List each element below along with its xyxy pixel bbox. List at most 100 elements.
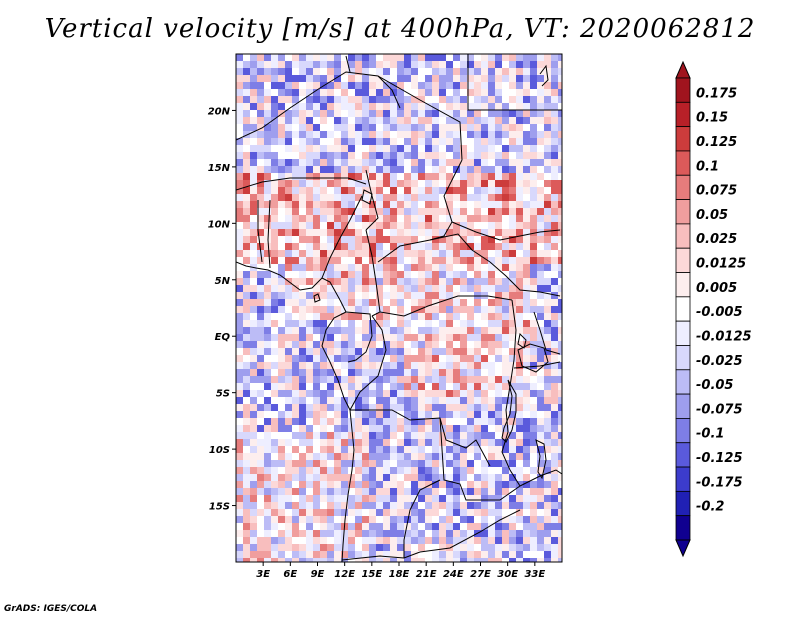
field-cell (439, 299, 447, 307)
field-cell (383, 236, 391, 244)
field-cell (404, 327, 412, 335)
field-cell (425, 194, 433, 202)
field-cell (502, 243, 510, 251)
field-cell (264, 215, 272, 223)
field-cell (411, 537, 419, 545)
field-cell (383, 243, 391, 251)
field-cell (257, 208, 265, 216)
field-cell (453, 61, 461, 69)
field-cell (544, 376, 552, 384)
field-cell (320, 194, 328, 202)
field-cell (551, 369, 559, 377)
field-cell (530, 320, 538, 328)
field-cell (257, 320, 265, 328)
field-cell (348, 530, 356, 538)
field-cell (460, 61, 468, 69)
field-cell (334, 173, 342, 181)
field-cell (383, 453, 391, 461)
field-cell (299, 544, 307, 552)
field-cell (278, 285, 286, 293)
field-cell (264, 110, 272, 118)
field-cell (355, 327, 363, 335)
field-cell (285, 551, 293, 559)
field-cell (390, 558, 398, 562)
field-cell (481, 313, 489, 321)
field-cell (257, 201, 265, 209)
field-cell (250, 432, 258, 440)
field-cell (257, 215, 265, 223)
field-cell (537, 558, 545, 562)
field-cell (362, 257, 370, 265)
field-cell (355, 320, 363, 328)
field-cell (523, 82, 531, 90)
longitude-axis: 3E 6E 9E 12E 15E 18E 21E 24E 27E 30E 33E (256, 562, 545, 580)
field-cell (397, 488, 405, 496)
field-cell (439, 68, 447, 76)
field-cell (439, 334, 447, 342)
field-cell (236, 474, 244, 482)
field-cell (334, 509, 342, 517)
field-cell (418, 537, 426, 545)
field-cell (383, 75, 391, 83)
field-cell (397, 187, 405, 195)
field-cell (474, 82, 482, 90)
field-cell (327, 229, 335, 237)
field-cell (383, 341, 391, 349)
field-cell (383, 558, 391, 562)
field-cell (264, 516, 272, 524)
field-cell (558, 124, 562, 132)
field-cell (278, 96, 286, 104)
field-cell (397, 138, 405, 146)
field-cell (488, 201, 496, 209)
field-cell (404, 355, 412, 363)
field-cell (334, 236, 342, 244)
field-cell (264, 404, 272, 412)
field-cell (299, 110, 307, 118)
field-cell (334, 243, 342, 251)
field-cell (236, 551, 244, 559)
field-cell (495, 362, 503, 370)
field-cell (558, 285, 562, 293)
field-cell (544, 362, 552, 370)
field-cell (453, 551, 461, 559)
field-cell (551, 327, 559, 335)
field-cell (439, 271, 447, 279)
field-cell (544, 551, 552, 559)
field-cell (250, 411, 258, 419)
field-cell (537, 530, 545, 538)
field-cell (488, 159, 496, 167)
field-cell (320, 187, 328, 195)
field-cell (509, 271, 517, 279)
field-cell (558, 117, 562, 125)
field-cell (460, 285, 468, 293)
lon-tick-label: 9E (311, 569, 325, 580)
field-cell (376, 138, 384, 146)
field-cell (481, 502, 489, 510)
field-cell (264, 383, 272, 391)
field-cell (544, 264, 552, 272)
field-cell (390, 180, 398, 188)
field-cell (236, 341, 244, 349)
field-cell (544, 397, 552, 405)
field-cell (397, 425, 405, 433)
field-cell (292, 551, 300, 559)
field-cell (278, 229, 286, 237)
field-cell (271, 299, 279, 307)
field-cell (404, 152, 412, 160)
field-cell (243, 54, 251, 62)
field-cell (481, 355, 489, 363)
field-cell (390, 432, 398, 440)
field-cell (509, 320, 517, 328)
field-cell (250, 362, 258, 370)
field-cell (278, 348, 286, 356)
field-cell (467, 201, 475, 209)
field-cell (453, 411, 461, 419)
field-cell (376, 264, 384, 272)
field-cell (425, 355, 433, 363)
field-cell (530, 61, 538, 69)
field-cell (446, 285, 454, 293)
field-cell (544, 187, 552, 195)
field-cell (334, 341, 342, 349)
field-cell (369, 530, 377, 538)
field-cell (502, 61, 510, 69)
